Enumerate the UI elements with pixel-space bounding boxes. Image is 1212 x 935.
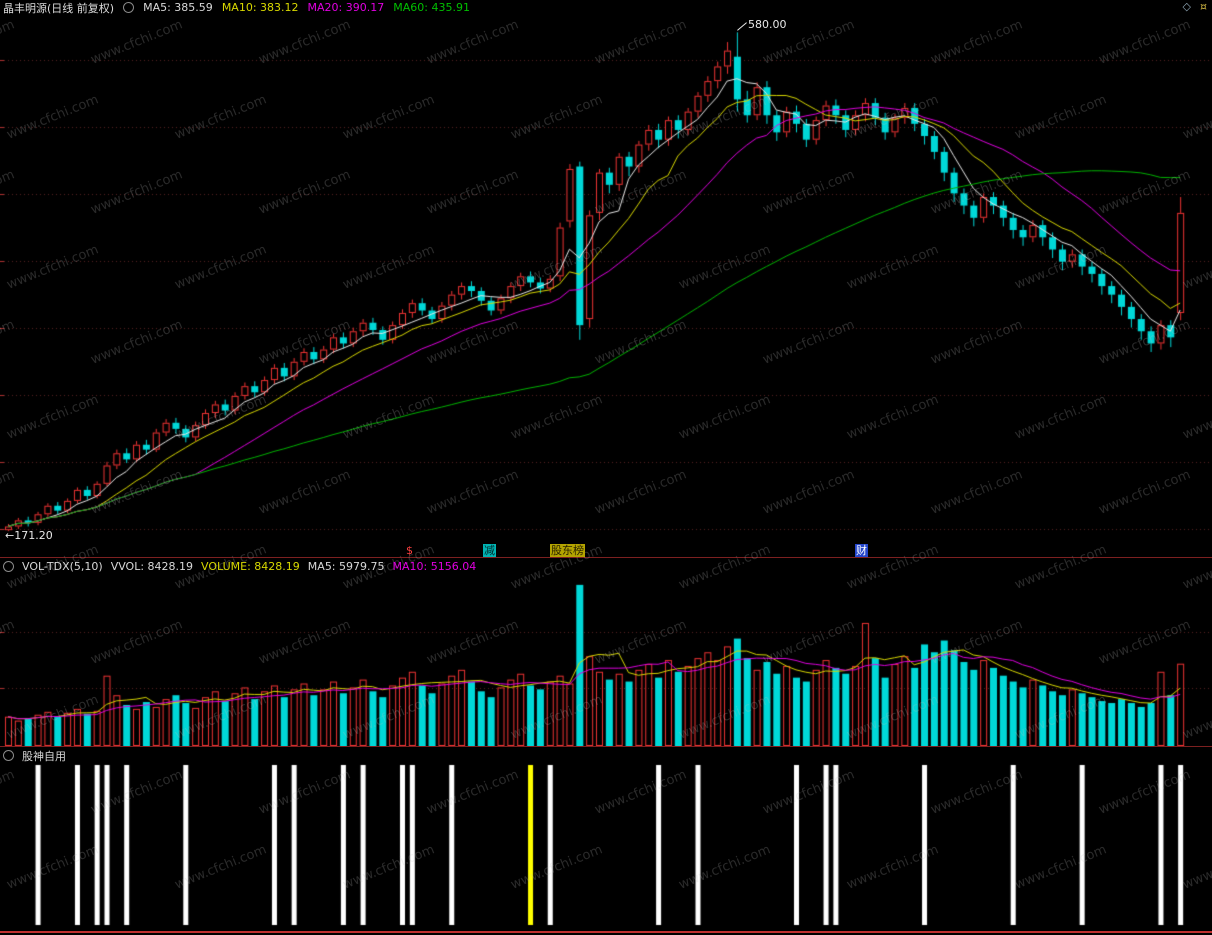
volume-indicator-title[interactable]: VOL-TDX(5,10) (22, 560, 103, 573)
vol-ma10-value: MA10: 5156.04 (392, 560, 477, 573)
pane-toggle-icon[interactable] (3, 561, 14, 572)
stock-title: 晶丰明源(日线 前复权) (3, 1, 115, 15)
ma5-value: MA5: 385.59 (143, 1, 213, 14)
ma20-value: MA20: 390.17 (307, 1, 385, 14)
pane-separator (0, 557, 1212, 558)
low-price-label: ←171.20 (5, 529, 53, 542)
diamond-icon[interactable]: ◇ (1182, 0, 1191, 13)
main-chart-header: 晶丰明源(日线 前复权) MA5: 385.59 MA10: 383.12 MA… (0, 0, 1212, 15)
high-price-label: 580.00 (748, 18, 787, 31)
vol-ma5-value: MA5: 5979.75 (307, 560, 385, 573)
signal-pane-header: 股神自用 (0, 747, 1212, 764)
time-axis-line (0, 931, 1212, 933)
signal-indicator-title[interactable]: 股神自用 (22, 749, 66, 763)
volume-chart-canvas[interactable] (0, 576, 1212, 746)
pane-toggle-icon[interactable] (3, 750, 14, 761)
pane-separator (0, 746, 1212, 747)
main-chart-canvas[interactable] (0, 14, 1212, 557)
volume-value: VOLUME: 8428.19 (201, 560, 300, 573)
vvol-value: VVOL: 8428.19 (110, 560, 194, 573)
header-toolbar: ◇ ¤ (1183, 0, 1207, 13)
event-marker-reduction[interactable]: 减 (483, 544, 496, 557)
ma10-value: MA10: 383.12 (221, 1, 299, 14)
volume-pane-header: VOL-TDX(5,10) VVOL: 8428.19 VOLUME: 8428… (0, 558, 1212, 575)
event-marker-financial[interactable]: 财 (855, 544, 868, 557)
event-marker-dividend[interactable]: $ (406, 544, 413, 557)
coin-icon[interactable]: ¤ (1200, 0, 1207, 13)
ma-dropdown-icon[interactable] (123, 2, 135, 13)
event-marker-holders[interactable]: 股东榜 (550, 544, 585, 557)
signal-chart-canvas[interactable] (0, 762, 1212, 930)
ma60-value: MA60: 435.91 (393, 1, 470, 14)
